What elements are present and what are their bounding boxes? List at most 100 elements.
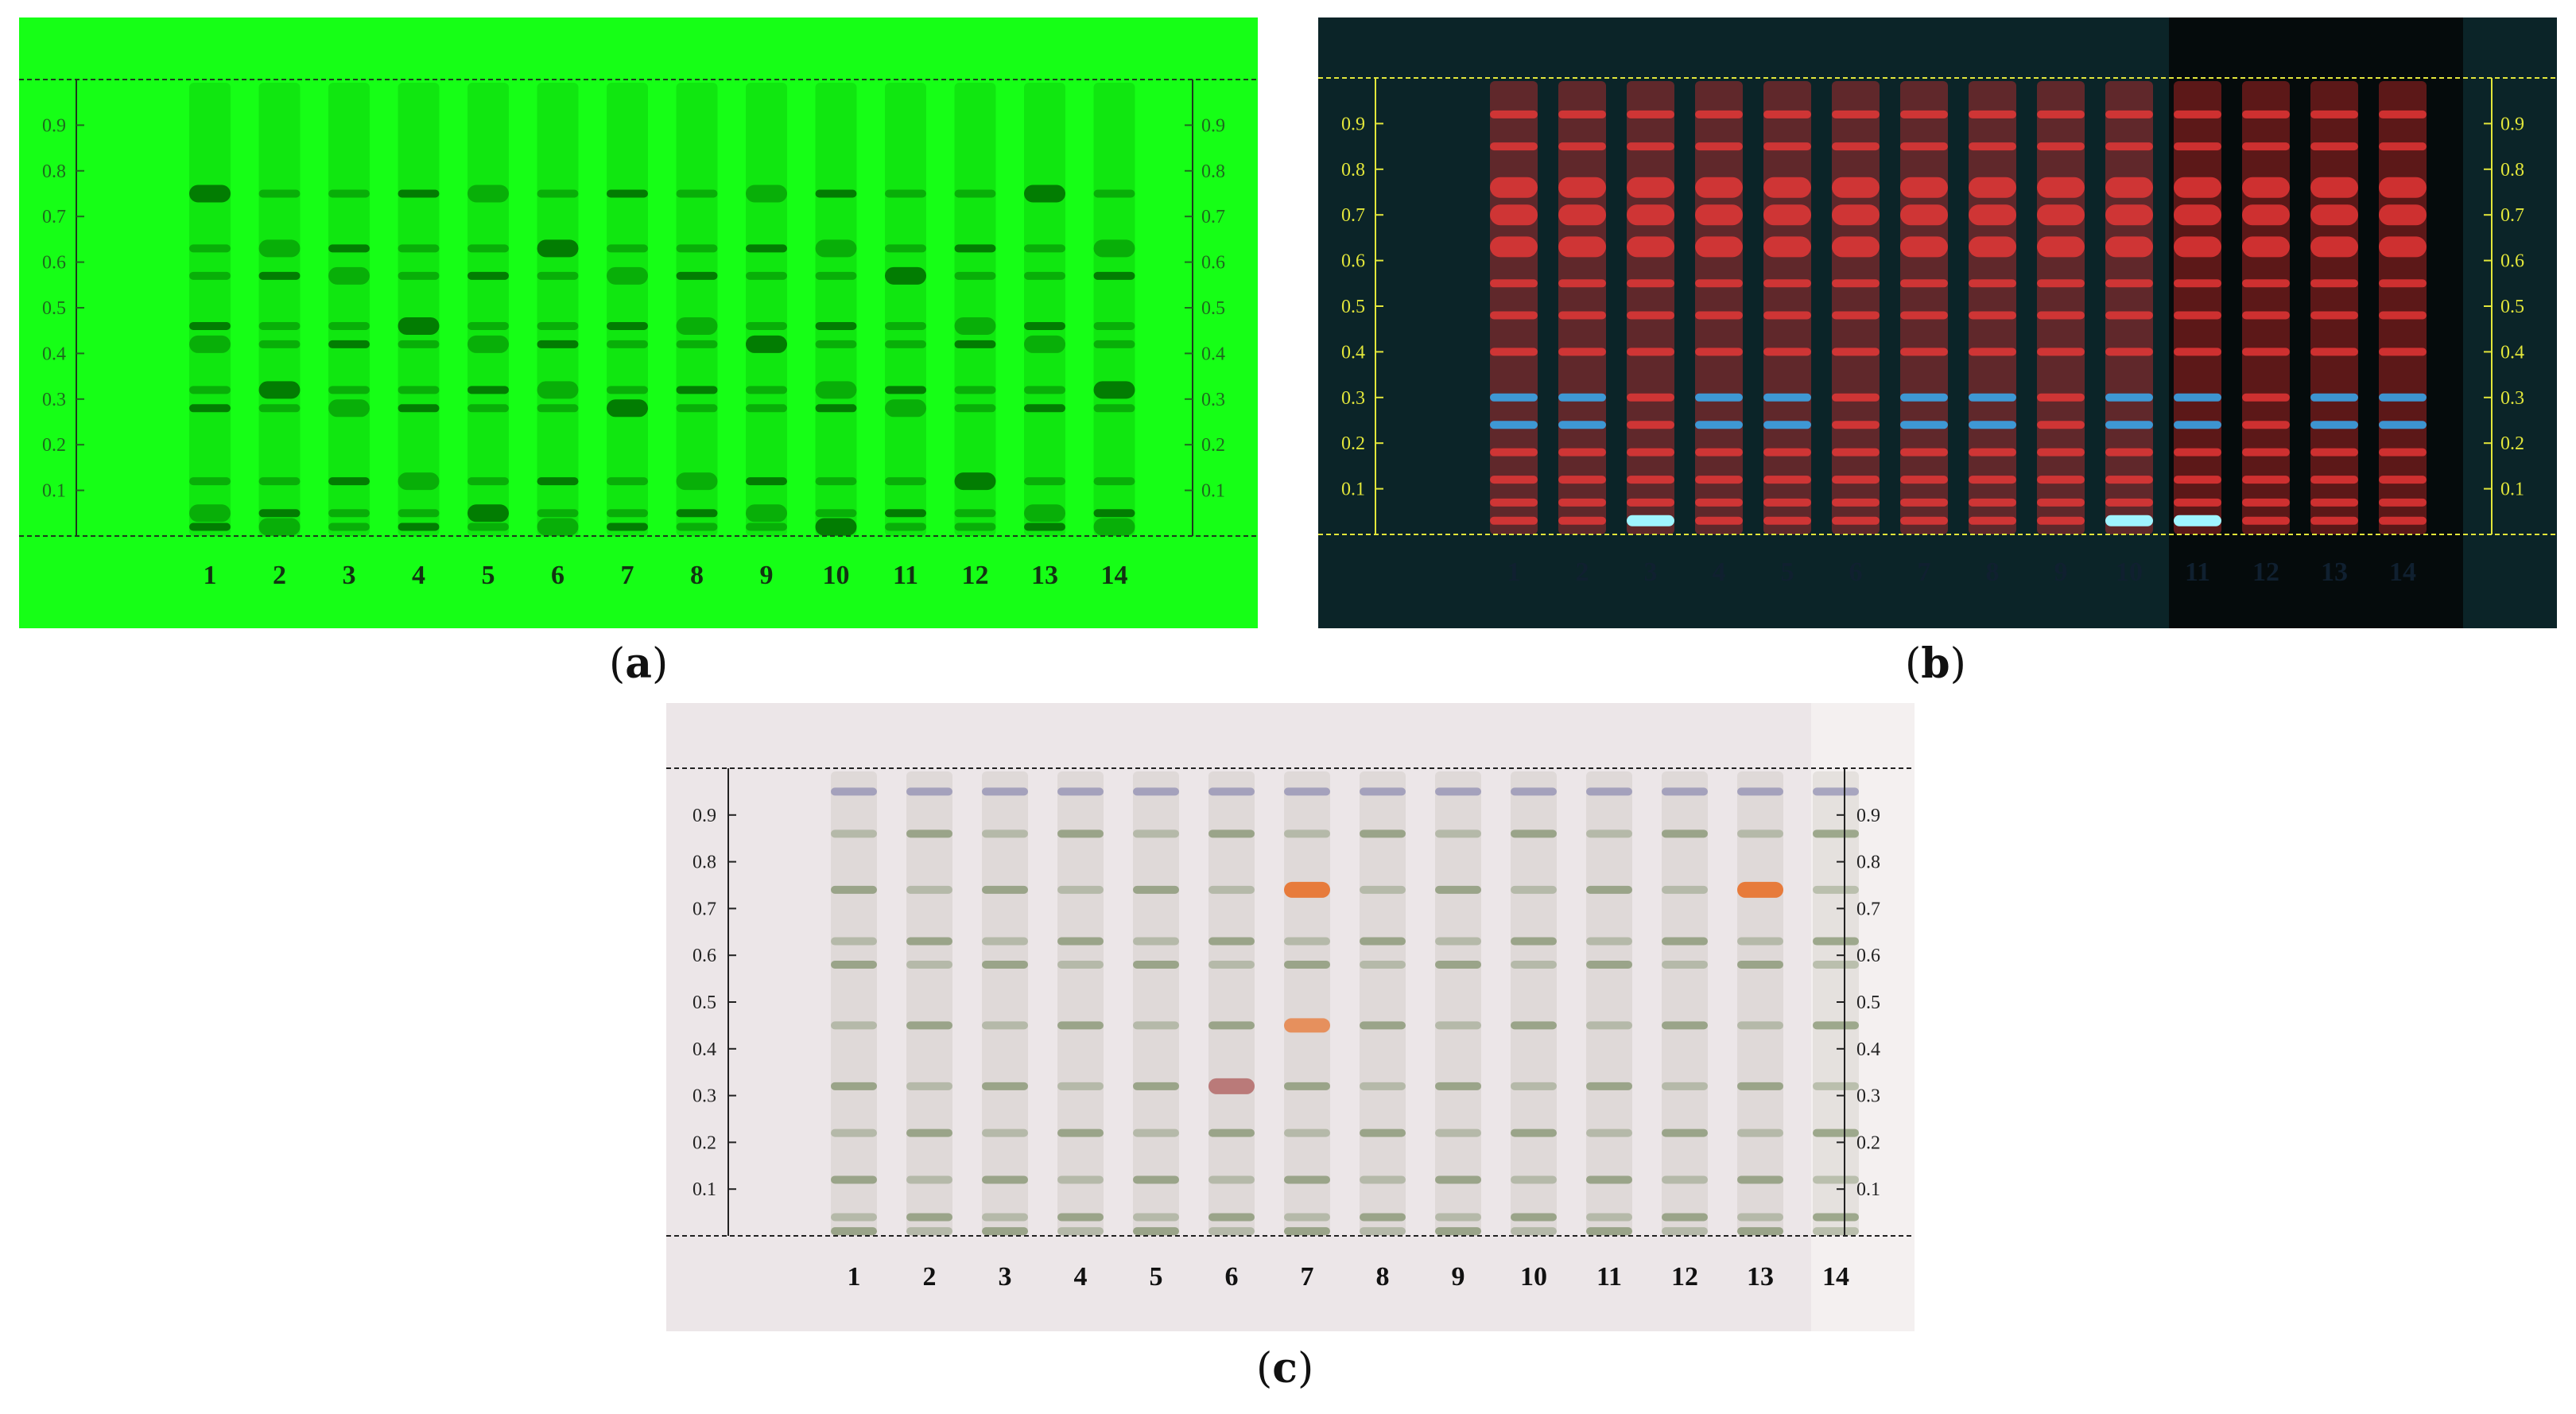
band	[982, 1021, 1028, 1030]
lane-4	[1695, 81, 1743, 534]
band	[1284, 787, 1330, 796]
band	[746, 321, 787, 330]
band	[676, 522, 718, 531]
band	[1208, 937, 1255, 946]
band	[398, 472, 440, 491]
band	[2310, 279, 2358, 288]
lane-2	[258, 83, 301, 536]
band	[1360, 1213, 1406, 1222]
lane-13	[1024, 83, 1065, 536]
band	[982, 1227, 1028, 1236]
band	[1586, 960, 1632, 969]
band	[258, 271, 301, 280]
band	[1662, 1021, 1708, 1030]
band	[1969, 279, 2016, 288]
band	[2310, 498, 2358, 507]
band	[1093, 340, 1135, 348]
band	[1093, 381, 1135, 399]
band	[2037, 516, 2085, 525]
lane-9	[746, 83, 787, 536]
band	[1208, 1227, 1255, 1236]
lane-number-14: 14	[2389, 557, 2416, 587]
lane-streak	[906, 771, 952, 1236]
band	[1435, 1213, 1481, 1222]
tlc-plate-b-image: 0.1 0.1 0.2 0.2 0.3 0.3 0.4 0.4 0.5 0.5 0.6 0.6 0.7 0…	[1318, 17, 2557, 628]
band	[1511, 829, 1557, 838]
band	[2174, 204, 2221, 226]
band	[954, 244, 996, 253]
band	[328, 189, 370, 198]
band	[1586, 1082, 1632, 1090]
band	[2105, 177, 2153, 198]
band	[537, 381, 579, 399]
band	[398, 509, 440, 518]
lane-10	[815, 83, 857, 536]
lane-streak	[831, 771, 877, 1236]
band	[1558, 311, 1606, 320]
band	[1284, 1082, 1330, 1090]
band	[1284, 1227, 1330, 1236]
band	[1813, 1082, 1859, 1090]
lane-streak	[676, 83, 718, 536]
band	[906, 1082, 952, 1090]
band	[2174, 476, 2221, 484]
lane-streak	[1360, 771, 1406, 1236]
tlc-plate-a-image: 0.1 0.1 0.2 0.2 0.3 0.3 0.4 0.4 0.5 0.5 0.6 0.6 0.7 0…	[19, 17, 1258, 628]
band	[906, 1021, 952, 1030]
rf-tick-label-left: 0.6	[42, 253, 66, 274]
band	[467, 271, 509, 280]
lane-number-12: 12	[1671, 1262, 1698, 1292]
band	[2037, 236, 2085, 258]
band	[885, 522, 926, 531]
band	[1969, 204, 2016, 226]
band	[1093, 321, 1135, 330]
band	[746, 386, 787, 394]
band	[1763, 311, 1811, 320]
band	[1490, 348, 1538, 356]
rf-tick-label-left: 0.8	[1341, 160, 1365, 181]
band	[831, 829, 877, 838]
lane-streak	[398, 83, 440, 536]
band	[258, 189, 301, 198]
band	[2242, 204, 2290, 226]
band	[2037, 393, 2085, 402]
rf-tick-label-right: 0.3	[1856, 1086, 1880, 1107]
band	[1586, 1213, 1632, 1222]
band	[1490, 421, 1538, 429]
band	[1558, 476, 1606, 484]
band	[1969, 393, 2016, 402]
band	[1208, 885, 1255, 894]
band	[1057, 1082, 1104, 1090]
band	[2105, 421, 2153, 429]
band	[2037, 279, 2085, 288]
band	[1093, 509, 1135, 518]
band	[1737, 1021, 1783, 1030]
band	[1900, 516, 1948, 525]
rf-tick-label-right: 0.6	[1201, 253, 1225, 274]
band	[1133, 1227, 1179, 1236]
band	[2310, 393, 2358, 402]
band	[2379, 142, 2427, 151]
band	[2037, 421, 2085, 429]
lane-11	[2174, 81, 2221, 534]
band	[2105, 448, 2153, 456]
band	[815, 477, 857, 486]
band	[1662, 829, 1708, 838]
lane-streak	[189, 83, 231, 536]
lane-8	[1360, 771, 1406, 1236]
lane-number-11: 11	[893, 561, 918, 590]
band	[831, 1128, 877, 1137]
band	[831, 1082, 877, 1090]
band	[467, 477, 509, 486]
band	[607, 189, 648, 198]
band	[1695, 421, 1743, 429]
band	[607, 386, 648, 394]
band	[1511, 787, 1557, 796]
lane-number-2: 2	[923, 1262, 937, 1292]
rf-tick-label-right: 0.4	[1856, 1039, 1880, 1060]
band	[2037, 348, 2085, 356]
lane-number-11: 11	[2185, 557, 2210, 587]
band	[1695, 448, 1743, 456]
band	[2037, 204, 2085, 226]
rf-tick-label-right: 0.1	[2500, 480, 2524, 500]
